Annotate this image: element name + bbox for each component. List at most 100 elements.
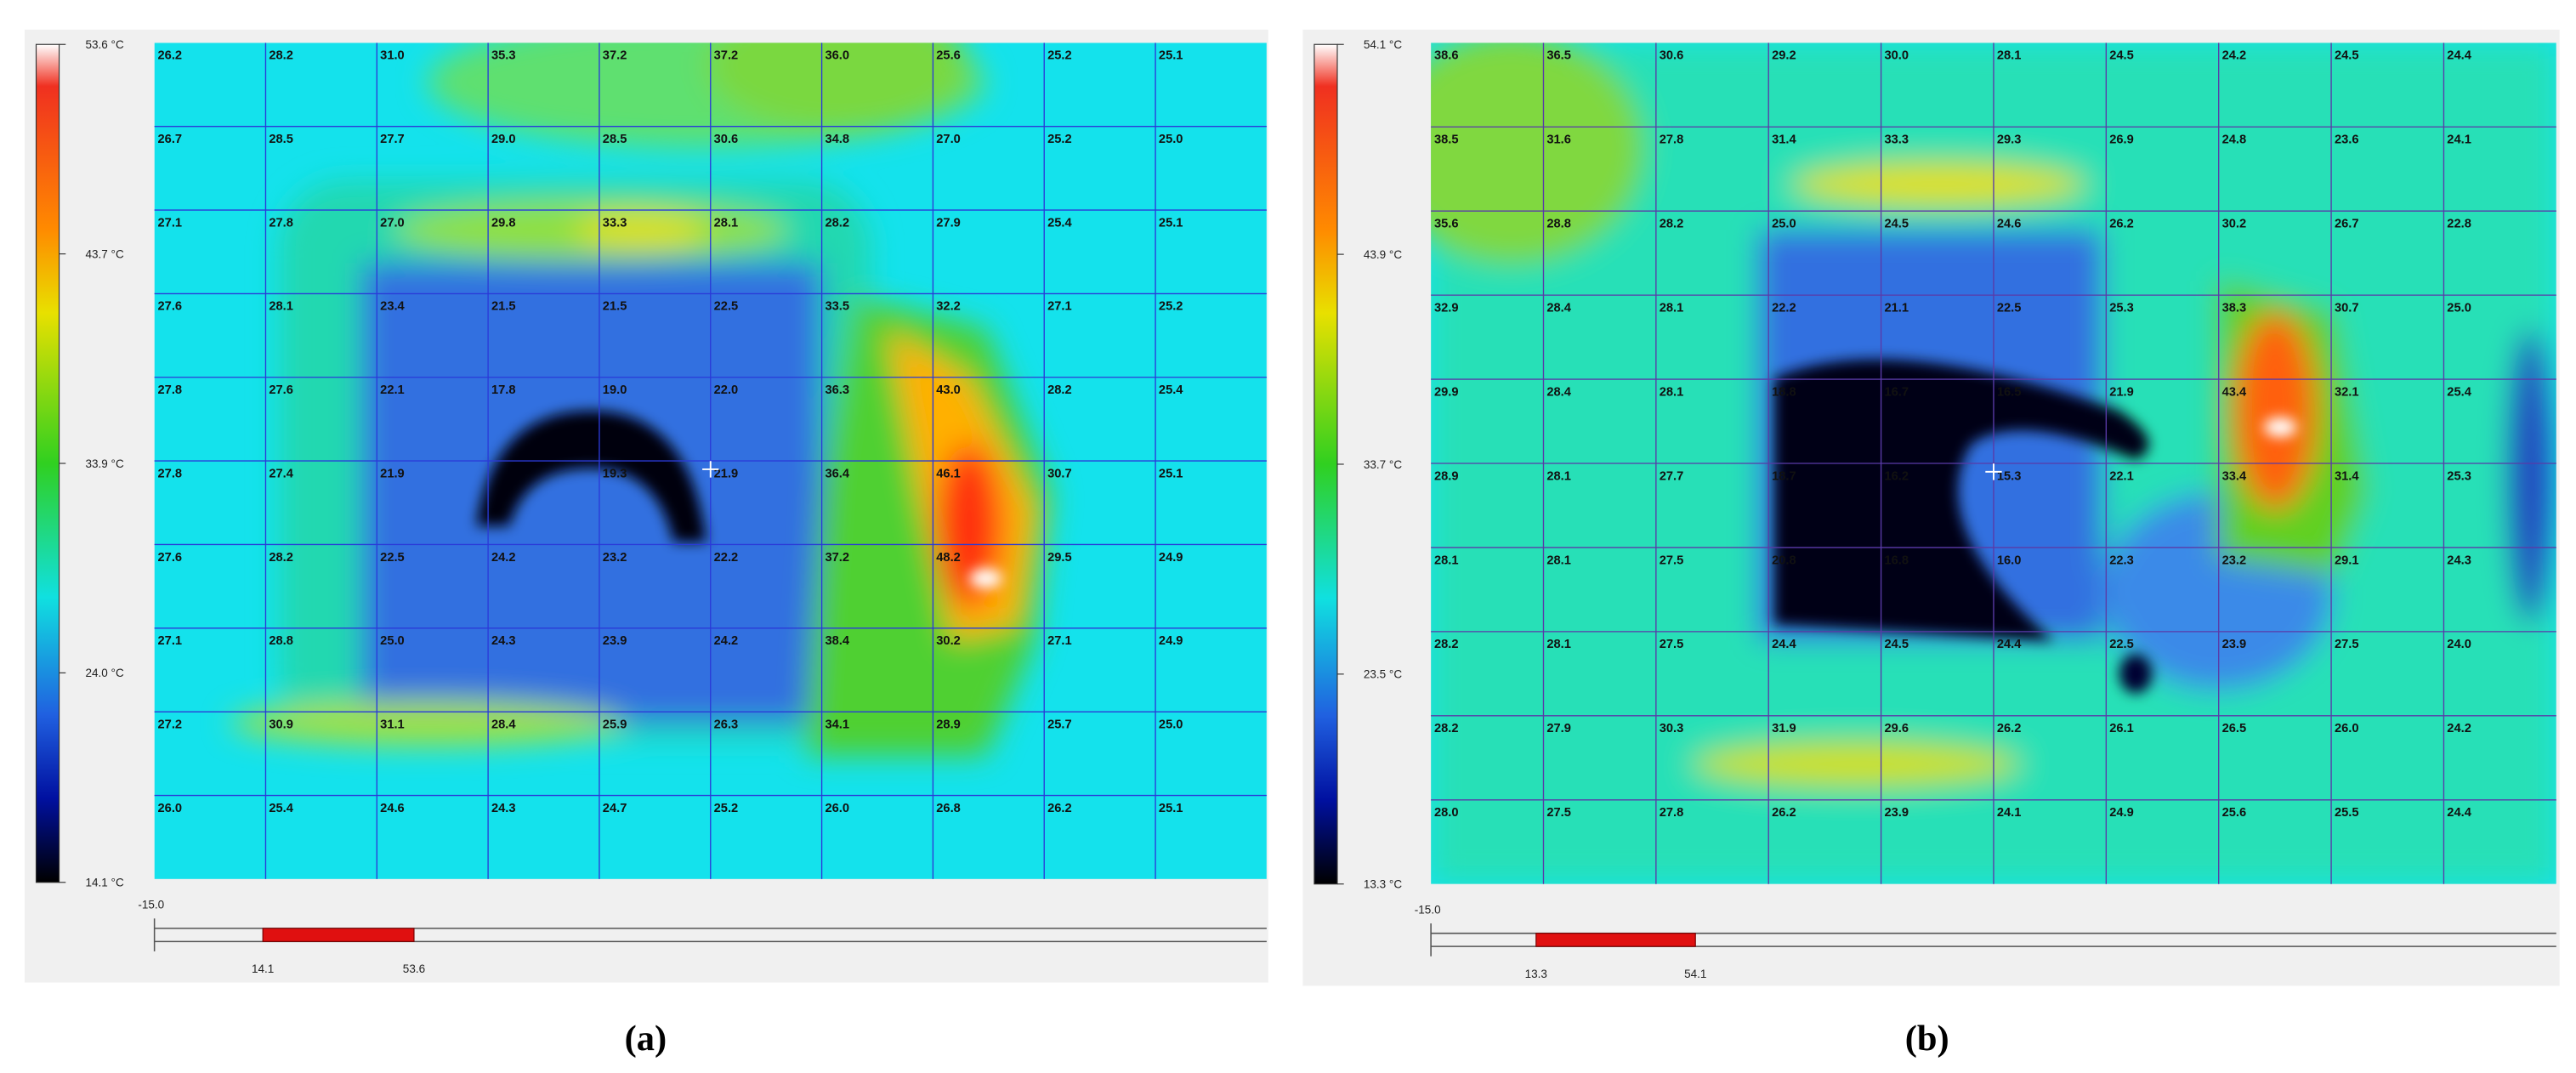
cell-temperature: 28.2 — [269, 49, 293, 63]
range-start: -15.0 — [138, 899, 164, 911]
cell-temperature: 29.2 — [1772, 49, 1796, 63]
cell-temperature: 30.6 — [714, 133, 739, 146]
cell-temperature: 36.4 — [825, 467, 849, 480]
cell-temperature: 28.1 — [1546, 638, 1571, 651]
cell-temperature: 28.1 — [1546, 554, 1571, 567]
cell-temperature: 27.5 — [1546, 806, 1571, 820]
crosshair — [1985, 463, 2002, 480]
scale-label: 43.7 °C — [85, 247, 123, 260]
cell-temperature: 28.4 — [491, 718, 516, 732]
cell-temperature: 26.3 — [714, 718, 739, 732]
cell-temperature: 33.4 — [2222, 469, 2247, 483]
cell-temperature: 30.9 — [269, 718, 293, 732]
cell-temperature: 27.1 — [1047, 634, 1072, 648]
cell-temperature: 28.5 — [269, 133, 293, 146]
cell-temperature: 33.3 — [1884, 133, 1909, 147]
cell-temperature: 23.2 — [603, 551, 627, 565]
cell-temperature: 43.0 — [936, 383, 961, 397]
cell-temperature: 24.4 — [2447, 806, 2471, 820]
cell-temperature: 21.9 — [380, 467, 405, 480]
cell-temperature: 28.1 — [269, 300, 293, 314]
cell-temperature: 32.1 — [2335, 385, 2359, 399]
cell-temperature: 29.9 — [1434, 385, 1459, 399]
cell-temperature: 25.1 — [1159, 216, 1183, 230]
cell-temperature: 26.2 — [1047, 802, 1072, 815]
cell-temperature: 24.6 — [1997, 218, 2022, 231]
cell-temperature: 30.0 — [1884, 49, 1909, 63]
cell-temperature: 26.0 — [158, 802, 183, 815]
cell-temperature: 22.5 — [714, 300, 739, 314]
cell-temperature: 24.0 — [2447, 638, 2471, 651]
cell-temperature: 16.0 — [1997, 554, 2022, 567]
cell-temperature: 16.8 — [1884, 554, 1909, 567]
cell-temperature: 24.3 — [491, 634, 516, 648]
cell-temperature: 28.1 — [1434, 554, 1459, 567]
cell-temperature: 48.2 — [936, 551, 961, 565]
cell-temperature: 28.4 — [1546, 301, 1571, 315]
overlay: 53.6 °C 43.7 °C 33.9 °C 24.0 °C 14.1 °C 26.2 2… — [35, 38, 2556, 1059]
scale-label: 23.5 °C — [1364, 668, 1402, 681]
cell-temperature: 22.5 — [380, 551, 405, 565]
cell-temperature: 30.6 — [1660, 49, 1684, 63]
cell-temperature: 25.0 — [1159, 718, 1183, 732]
cell-temperature: 22.1 — [380, 383, 405, 397]
cell-temperature: 18.7 — [1772, 469, 1796, 483]
cell-temperature: 29.1 — [2335, 554, 2359, 567]
cell-temperature: 25.0 — [1159, 133, 1183, 146]
cell-temperature: 34.1 — [825, 718, 849, 732]
cell-temperature: 29.8 — [491, 216, 516, 230]
cell-temperature: 27.8 — [158, 383, 183, 397]
cell-temperature: 24.8 — [2222, 133, 2247, 147]
cell-temperature: 25.4 — [1159, 383, 1183, 397]
cell-temperature: 36.3 — [825, 383, 849, 397]
cell-temperature: 25.3 — [2447, 469, 2471, 483]
cell-temperature: 25.0 — [2447, 301, 2471, 315]
cell-temperature: 22.0 — [714, 383, 739, 397]
cell-temperature: 33.3 — [603, 216, 627, 230]
cell-temperature: 22.2 — [714, 551, 739, 565]
cell-temperature: 27.7 — [380, 133, 405, 146]
cell-temperature: 26.9 — [2109, 133, 2134, 147]
cell-temperature: 24.4 — [2447, 49, 2471, 63]
cell-temperature: 23.4 — [380, 300, 405, 314]
cell-temperature: 20.8 — [1772, 554, 1796, 567]
cell-temperature: 28.4 — [1546, 385, 1571, 399]
cell-temperature: 29.6 — [1884, 722, 1909, 735]
cell-temperature: 28.1 — [1660, 385, 1684, 399]
cell-temperature: 25.3 — [2109, 301, 2134, 315]
cell-temperature: 27.6 — [269, 383, 293, 397]
cell-temperature: 43.4 — [2222, 385, 2247, 399]
cell-temperature: 30.3 — [1660, 722, 1684, 735]
cell-temperature: 29.3 — [1997, 133, 2022, 147]
cell-temperature: 31.4 — [1772, 133, 1796, 147]
cell-temperature: 28.1 — [1546, 469, 1571, 483]
cell-temperature: 37.2 — [714, 49, 739, 63]
cell-temperature: 25.1 — [1159, 467, 1183, 480]
cell-temperature: 29.0 — [491, 133, 516, 146]
cell-temperature: 25.4 — [2447, 385, 2471, 399]
cell-temperature: 28.5 — [603, 133, 627, 146]
cell-temperature: 16.5 — [1997, 385, 2022, 399]
cell-temperature: 18.8 — [1772, 385, 1796, 399]
cell-temperature: 26.7 — [158, 133, 183, 146]
cell-temperature: 27.5 — [2335, 638, 2359, 651]
cell-temperature: 27.1 — [158, 634, 183, 648]
cell-temperature: 24.9 — [2109, 806, 2134, 820]
cell-temperature: 34.8 — [825, 133, 849, 146]
cell-temperature: 30.2 — [936, 634, 961, 648]
cell-temperature: 27.6 — [158, 551, 183, 565]
cell-temperature: 25.9 — [603, 718, 627, 732]
cell-temperature: 29.5 — [1047, 551, 1072, 565]
cell-temperature: 24.5 — [1884, 218, 1909, 231]
cell-temperature: 24.6 — [380, 802, 405, 815]
cell-temperature: 36.5 — [1546, 49, 1571, 63]
cell-temperature: 32.9 — [1434, 301, 1459, 315]
cell-temperature: 25.2 — [1047, 133, 1072, 146]
scale-label: 24.0 °C — [85, 667, 123, 679]
cell-temperature: 22.5 — [1997, 301, 2022, 315]
cell-temperature: 28.2 — [825, 216, 849, 230]
cell-temperature: 27.9 — [1546, 722, 1571, 735]
cell-temperature: 27.0 — [380, 216, 405, 230]
cell-temperature: 26.1 — [2109, 722, 2134, 735]
cell-temperature: 25.1 — [1159, 49, 1183, 63]
